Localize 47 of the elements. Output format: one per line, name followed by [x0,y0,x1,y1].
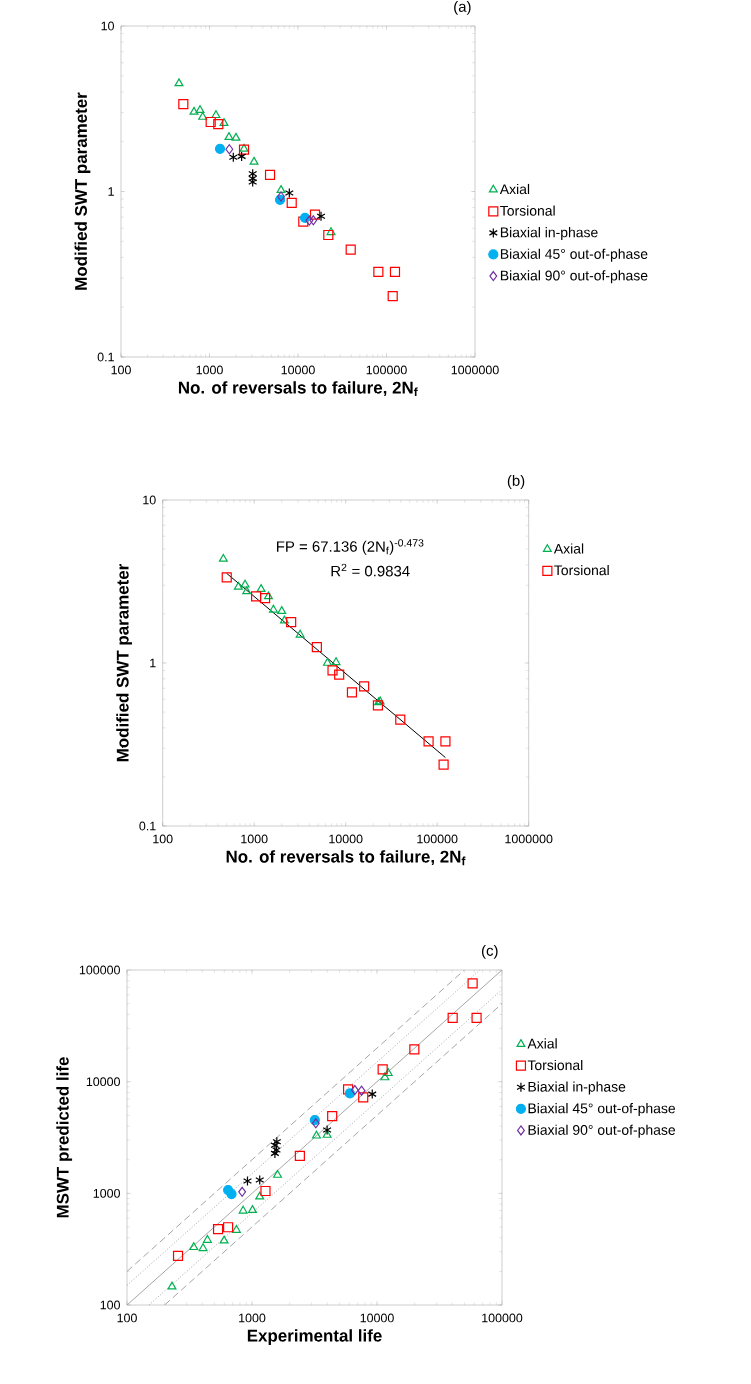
y-axis-title: Modified SWT parameter [116,564,133,762]
y-tick-label: 1000 [93,1188,120,1198]
legend-label: Axial [499,183,530,195]
x-tick-label: 10000 [360,1313,394,1323]
x-axis-title: Experimental life [247,1329,382,1345]
y-tick-label: 0.1 [97,352,114,362]
y-tick-label: 100000 [79,965,120,975]
x-tick-label: 1000 [239,1313,266,1323]
x-tick-label: 1000 [241,834,268,844]
legend-label: Biaxial 90° out-of-phase [500,270,648,284]
y-tick-label: 10000 [86,1077,120,1087]
y-tick-label: 0.1 [139,821,156,831]
y-tick-label: 1 [150,658,156,668]
x-tick-label: 100000 [482,1313,523,1323]
chart-title: (a) [454,0,471,15]
legend-label: Biaxial in-phase [528,1081,626,1095]
legend-label: Axial [527,1038,557,1049]
legend-label: Biaxial 90° out-of-phase [528,1124,676,1138]
y-axis-title: MSWT predicted life [56,1057,73,1218]
legend-label: Biaxial 45° out-of-phase [528,1103,676,1117]
y-tick-label: 10 [143,495,156,505]
x-tick-label: 1000 [196,365,223,375]
x-tick-label: 100 [153,834,173,844]
y-tick-label: 100 [100,1300,120,1310]
x-tick-label: 10000 [281,365,315,375]
y-tick-label: 1 [108,187,114,196]
legend-label: Axial [553,543,584,554]
annotation: R$^{2}$ = 0.9834 [331,563,410,577]
y-axis-title: Modified SWT parameter [74,92,91,290]
legend-label: Torsional [527,1059,583,1071]
x-tick-label: 100 [111,365,131,375]
chart-title: (c) [481,944,498,959]
legend-label: Biaxial 45° out-of-phase [500,248,648,262]
x-tick-label: 1000000 [451,365,499,375]
legend-label: Biaxial in-phase [500,227,598,241]
legend-label: Torsional [554,564,609,576]
x-tick-label: 100000 [417,834,458,844]
y-tick-label: 10 [101,21,114,31]
x-axis-title: No. of reversals to failure, 2N$_{f}$ [226,850,466,866]
x-tick-label: 100000 [366,365,407,375]
chart-title: (b) [507,474,525,489]
x-tick-label: 10000 [329,834,363,844]
annotation: FP = 67.136 (2N$_{f}$)$^{-0.473}$ [277,539,424,555]
x-tick-label: 100 [117,1313,137,1323]
x-tick-label: 1000000 [505,834,553,844]
x-axis-title: No. of reversals to failure, 2N$_{f}$ [178,381,418,397]
legend-label: Torsional [500,205,555,216]
